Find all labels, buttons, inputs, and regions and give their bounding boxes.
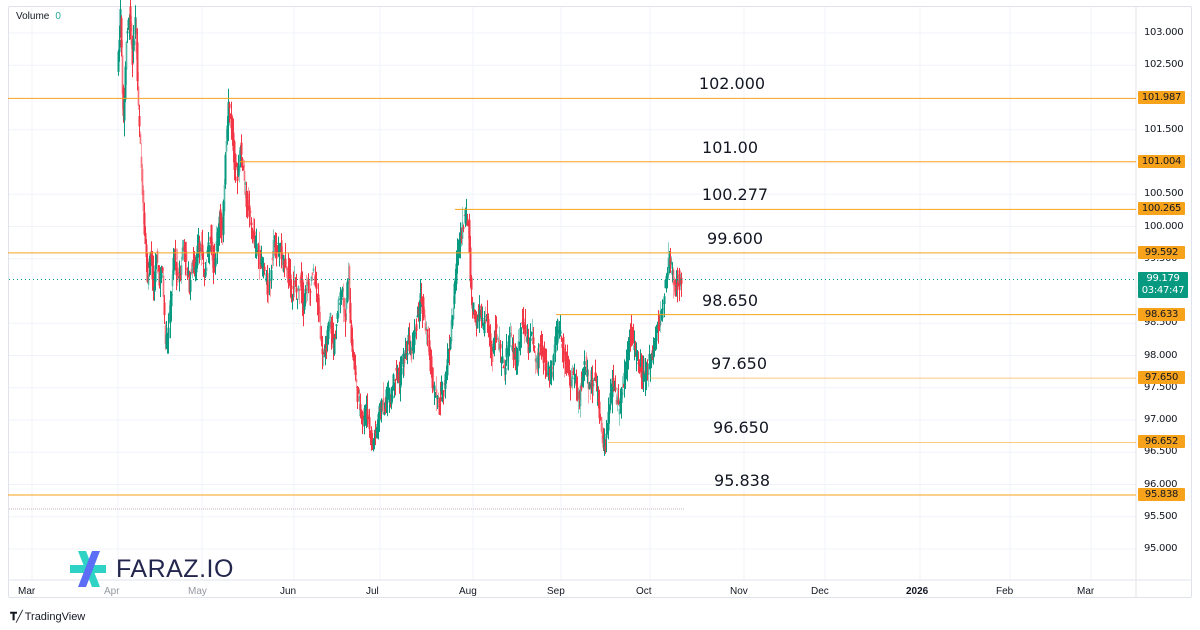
volume-label: Volume <box>16 11 50 22</box>
bar-countdown: 03:47:47 <box>1141 285 1185 296</box>
level-price-tag: 101.004 <box>1138 154 1185 168</box>
faraz-logo-icon <box>70 551 106 587</box>
time-tick-label: Nov <box>730 586 748 597</box>
price-tick-label: 100.000 <box>1144 220 1184 232</box>
price-tick-label: 100.500 <box>1144 188 1184 200</box>
level-annotation[interactable]: 99.600 <box>707 228 763 248</box>
tradingview-brand[interactable]: 𝐓╱ TradingView <box>10 610 85 624</box>
time-tick-label: Jul <box>366 586 379 597</box>
tradingview-label: TradingView <box>24 611 86 623</box>
level-annotation[interactable]: 97.650 <box>711 354 767 374</box>
tradingview-logo-icon: 𝐓╱ <box>10 611 23 623</box>
time-tick-label: Mar <box>18 586 36 597</box>
level-price-tag: 96.652 <box>1138 435 1185 449</box>
level-annotation[interactable]: 100.277 <box>701 185 769 205</box>
time-tick-label: Oct <box>636 586 652 597</box>
level-annotation[interactable]: 98.650 <box>702 290 758 310</box>
volume-value: 0 <box>55 11 61 22</box>
time-tick-label: Dec <box>811 586 829 597</box>
price-tick-label: 97.500 <box>1144 381 1178 393</box>
price-tick-label: 95.000 <box>1144 543 1178 554</box>
price-tick-label: 96.500 <box>1144 446 1178 458</box>
time-tick-label: Jun <box>280 586 297 597</box>
level-price-tag: 95.838 <box>1138 487 1185 501</box>
price-tick-label: 96.000 <box>1144 478 1178 490</box>
level-price-tag: 100.265 <box>1138 202 1185 216</box>
price-tick-label: 95.500 <box>1144 510 1178 522</box>
price-tick-label: 102.500 <box>1144 59 1184 71</box>
faraz-watermark: FARAZ.IO <box>66 549 234 589</box>
chart-frame <box>8 6 1192 598</box>
last-price-tag: 99.179 03:47:47 <box>1138 272 1188 298</box>
time-tick-label: Aug <box>459 586 477 597</box>
last-price-value: 99.179 <box>1146 273 1180 284</box>
level-annotation[interactable]: 96.650 <box>713 418 769 438</box>
level-annotation[interactable]: 102.000 <box>698 74 766 94</box>
level-price-tag: 97.650 <box>1138 371 1185 385</box>
candles <box>117 0 683 456</box>
time-tick-label: May <box>188 586 207 597</box>
time-tick-label: Mar <box>1077 586 1095 597</box>
level-price-tag: 101.987 <box>1138 91 1185 105</box>
price-tick-label: 98.500 <box>1144 317 1178 329</box>
level-price-tag: 98.633 <box>1138 307 1185 321</box>
faraz-wordmark: FARAZ.IO <box>116 554 234 583</box>
time-tick-label: Sep <box>547 586 565 597</box>
time-tick-label: Feb <box>996 586 1014 597</box>
time-tick-label: Apr <box>104 586 120 597</box>
level-annotation[interactable]: 95.838 <box>714 470 770 490</box>
price-tick-label: 101.500 <box>1144 123 1184 135</box>
volume-legend: Volume 0 <box>16 11 61 22</box>
level-price-tag: 99.592 <box>1138 245 1185 259</box>
price-tick-label: 97.000 <box>1144 414 1178 425</box>
level-annotation[interactable]: 101.00 <box>702 137 758 157</box>
price-tick-label: 98.000 <box>1144 349 1178 361</box>
time-tick-label: 2026 <box>906 586 929 597</box>
price-tick-label: 103.000 <box>1144 27 1184 38</box>
